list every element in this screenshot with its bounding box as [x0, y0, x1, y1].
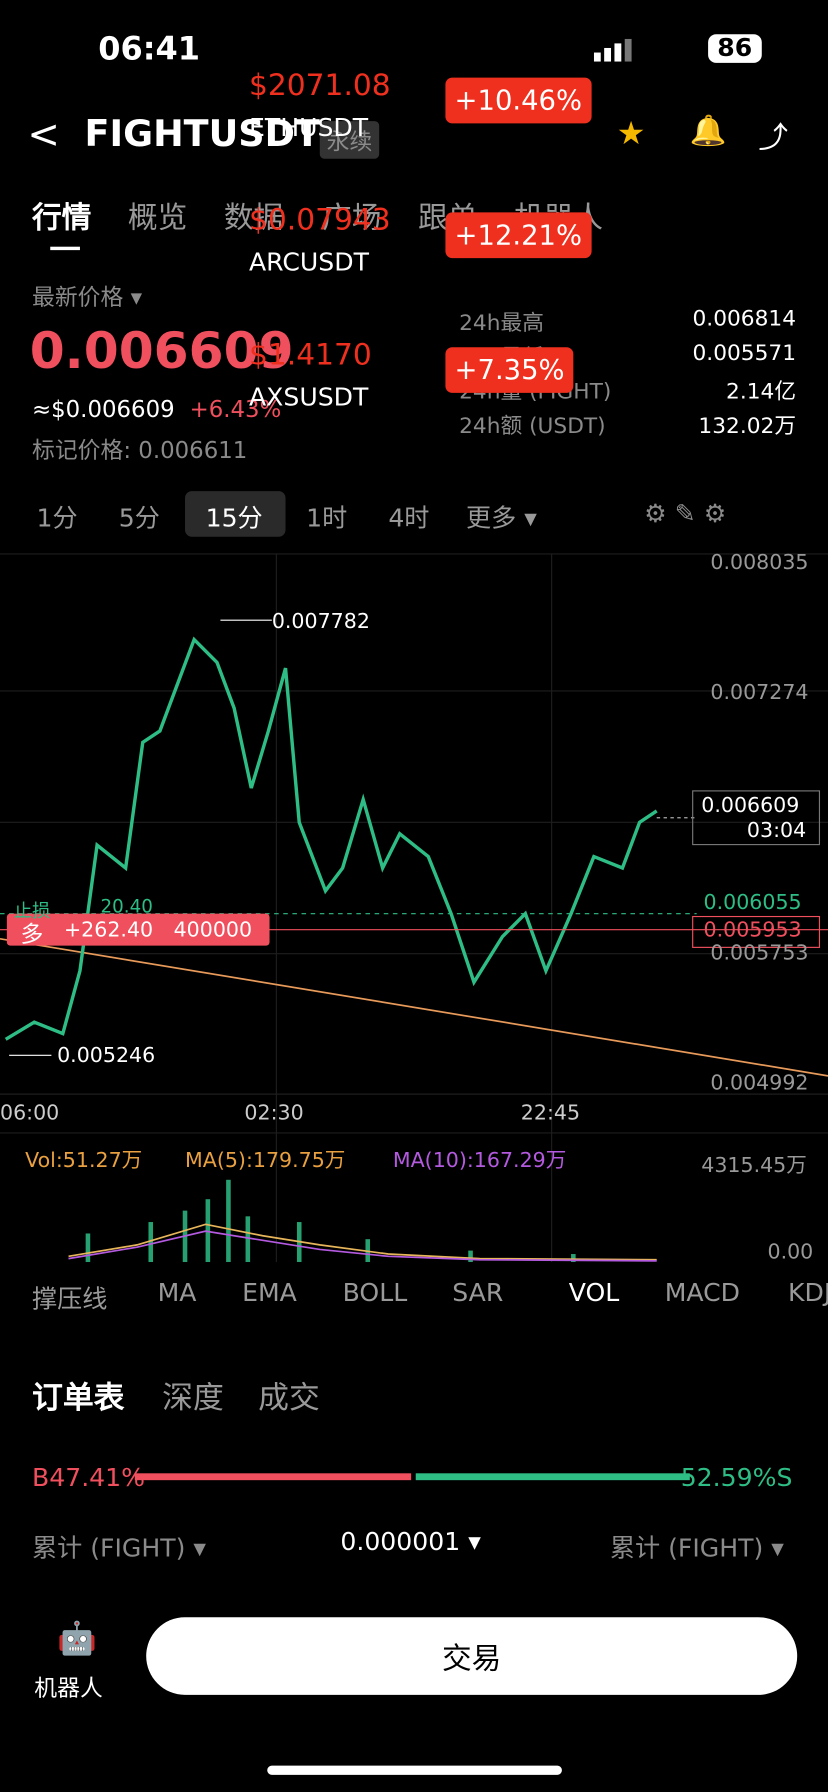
- ticker-price: $2071.08: [248, 68, 391, 103]
- tab[interactable]: 广场: [322, 201, 382, 236]
- last-price-box: [692, 790, 821, 846]
- last-label: 0.006609: [701, 793, 800, 818]
- time-axis-label: 02:30: [244, 1100, 304, 1125]
- ticker-symbol: ETHUSDT: [248, 114, 369, 143]
- indicator[interactable]: MA: [157, 1279, 197, 1308]
- interval[interactable]: 1分: [36, 504, 78, 534]
- trade-button[interactable]: 交易: [146, 1617, 798, 1695]
- share-icon[interactable]: ⤴: [758, 121, 789, 156]
- book-tab[interactable]: 订单表: [31, 1380, 125, 1417]
- stat-value: 2.14亿: [726, 379, 797, 405]
- symbol[interactable]: FIGHTUSDT: [84, 111, 320, 156]
- low-label: 0.005246: [57, 1043, 156, 1068]
- price-change: +6.43%: [189, 395, 282, 423]
- robot-icon[interactable]: 🤖: [57, 1619, 97, 1658]
- last-price: 0.006609: [29, 322, 294, 381]
- price-axis-label: 0.004992: [710, 1071, 809, 1096]
- stat-value: 0.006814: [692, 306, 797, 332]
- chart: [0, 553, 828, 1263]
- position-price-box: [692, 915, 821, 948]
- ticker-change[interactable]: +12.21%: [445, 212, 592, 259]
- ma5-label: MA(5):179.75万: [185, 1148, 346, 1173]
- interval[interactable]: 5分: [118, 504, 160, 534]
- indicator[interactable]: BOLL: [342, 1279, 408, 1308]
- tab[interactable]: 概览: [127, 201, 188, 236]
- mark-price: 标记价格: 0.006611: [31, 436, 248, 464]
- buy-ratio-bar: [134, 1473, 412, 1481]
- stat-label: 24h额 (USDT): [459, 413, 606, 439]
- vol-max: 4315.45万: [701, 1153, 807, 1178]
- ticker-price: $0.07943: [248, 203, 391, 238]
- vol-min: 0.00: [767, 1240, 814, 1265]
- ticker-price: $1.4170: [248, 338, 372, 373]
- stop-price: 0.006055: [703, 890, 802, 915]
- countdown: 03:04: [746, 818, 807, 843]
- price-path: [4, 636, 658, 1041]
- indicator[interactable]: VOL: [568, 1279, 620, 1308]
- interval-selected: [185, 491, 286, 537]
- ma10-label: MA(10):167.29万: [392, 1148, 567, 1173]
- favorite-icon[interactable]: ★: [616, 114, 646, 152]
- price-axis-label: 0.008035: [710, 550, 809, 575]
- chart-tools[interactable]: ⚙ ✎ ⚙: [644, 500, 727, 529]
- left-column: 累计 (FIGHT) ▾: [31, 1534, 207, 1564]
- indicator[interactable]: KDJ: [788, 1279, 828, 1308]
- indicator[interactable]: 撑压线: [31, 1286, 108, 1315]
- ticker-symbol: ARCUSDT: [248, 248, 369, 278]
- book-tab[interactable]: 成交: [258, 1380, 320, 1417]
- home-indicator: [267, 1765, 562, 1775]
- tab[interactable]: 行情: [31, 201, 92, 236]
- right-column: 累计 (FIGHT) ▾: [609, 1534, 784, 1564]
- contract-type: 永续: [319, 121, 380, 159]
- sell-ratio: 52.59%S: [680, 1464, 793, 1493]
- vol-label: Vol:51.27万: [25, 1148, 143, 1173]
- time-axis-label: 22:45: [520, 1100, 581, 1125]
- precision[interactable]: 0.000001 ▾: [340, 1528, 481, 1557]
- ticker-change[interactable]: +7.35%: [445, 347, 574, 393]
- indicator[interactable]: MACD: [664, 1279, 741, 1308]
- position-tag: [6, 913, 270, 946]
- price-usd: ≈$0.006609: [31, 395, 175, 423]
- trendline: [0, 937, 828, 1077]
- interval[interactable]: 4时: [388, 504, 430, 534]
- stat-label: 24h最高: [459, 310, 544, 336]
- sell-ratio-bar: [415, 1473, 690, 1481]
- back-button[interactable]: <: [27, 111, 60, 158]
- position-size: 400000: [173, 918, 253, 943]
- position-side: 多: [20, 920, 44, 948]
- stat-value: 0.005571: [692, 340, 797, 366]
- tab-indicator: [50, 246, 80, 251]
- interval[interactable]: 更多 ▾: [465, 504, 537, 534]
- price-axis-label: 0.007274: [710, 680, 809, 705]
- signal-icon: [593, 38, 635, 62]
- stop-value: 20.40: [100, 895, 153, 918]
- battery: 86: [708, 34, 762, 63]
- tab[interactable]: 数据: [223, 201, 284, 236]
- interval[interactable]: 15分: [205, 504, 263, 534]
- stop-label: 止损: [13, 899, 51, 922]
- alert-icon[interactable]: 🔔: [689, 114, 727, 149]
- buy-ratio: B47.41%: [31, 1464, 146, 1493]
- price-label: 最新价格 ▾: [31, 283, 143, 311]
- ticker-change[interactable]: +10.46%: [445, 77, 592, 124]
- interval[interactable]: 1时: [306, 504, 348, 534]
- clock: 06:41: [98, 29, 201, 68]
- position-pnl: +262.40: [63, 918, 154, 943]
- robot-label[interactable]: 机器人: [34, 1674, 103, 1702]
- position-price: 0.005953: [703, 918, 802, 943]
- indicator[interactable]: EMA: [242, 1279, 297, 1308]
- price-axis-label: 0.005753: [710, 941, 809, 966]
- high-label: 0.007782: [271, 609, 370, 634]
- indicator[interactable]: SAR: [452, 1279, 504, 1308]
- book-tab[interactable]: 深度: [162, 1380, 224, 1417]
- ticker-symbol: AXSUSDT: [248, 383, 369, 413]
- stat-value: 132.02万: [698, 413, 797, 439]
- time-axis-label: 06:00: [0, 1100, 60, 1125]
